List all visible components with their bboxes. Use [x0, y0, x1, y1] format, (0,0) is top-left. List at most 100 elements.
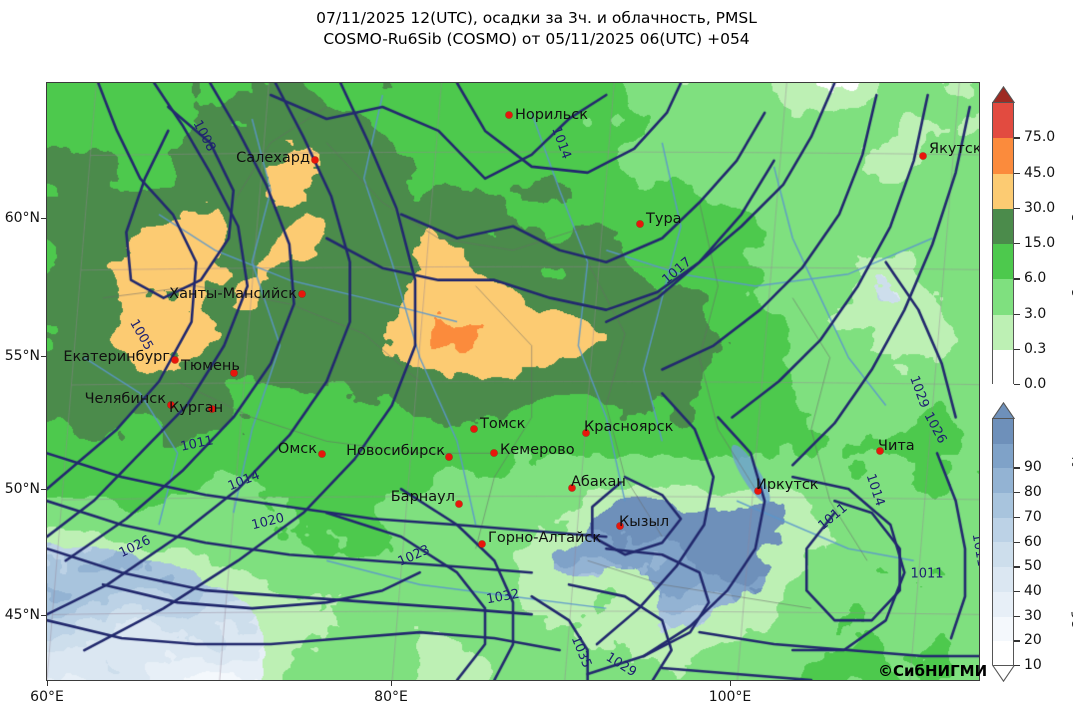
colorbar-segment-5	[993, 517, 1013, 543]
city-marker-5[interactable]	[171, 356, 179, 364]
city-marker-18[interactable]	[754, 487, 762, 495]
colorbar-tick-label-6: 45.0	[1024, 164, 1056, 181]
colorbar-tick-label-3: 40	[1024, 582, 1042, 599]
colorbar-tick-label-4: 50	[1024, 558, 1042, 575]
city-marker-14[interactable]	[455, 500, 463, 508]
city-label-3: Тура	[646, 211, 682, 227]
colorbar-tick-mark-8	[1014, 467, 1020, 469]
city-label-15: Абакан	[571, 474, 626, 490]
city-marker-7[interactable]	[167, 401, 175, 409]
title-line-2: COSMO-Ru6Sib (COSMO) от 05/11/2025 06(UT…	[323, 30, 750, 48]
city-marker-19[interactable]	[876, 447, 884, 455]
colorbar-tick-label-0: 10	[1024, 657, 1042, 673]
colorbar-tick-mark-1	[1014, 640, 1020, 642]
city-marker-1[interactable]	[919, 152, 927, 160]
city-label-14: Барнаул	[390, 489, 455, 505]
title-block: 07/11/2025 12(UTC), осадки за 3ч. и обла…	[0, 8, 1073, 50]
y-axis-tick-mark-3	[41, 615, 46, 617]
city-label-4: Ханты-Мансийск	[169, 286, 297, 302]
y-axis-tick-1: 55°N	[4, 348, 40, 364]
x-axis-tick-mark-0	[47, 681, 49, 686]
city-marker-0[interactable]	[505, 111, 513, 119]
y-axis-tick-2: 50°N	[4, 481, 40, 497]
x-axis-tick-2: 100°E	[708, 689, 752, 705]
colorbar-segment-8	[993, 443, 1013, 469]
precipitation-colorbar[interactable]: 0.0 0.3 3.0 6.0 15.0 30.0 45.0 75.0 Осадки за 3ч…	[991, 85, 1073, 392]
city-marker-17[interactable]	[478, 540, 486, 548]
colorbar-tick-mark-5	[1014, 207, 1020, 210]
colorbar-tick-label-3: 6.0	[1024, 270, 1047, 287]
city-marker-9[interactable]	[318, 450, 326, 458]
colorbar-tick-mark-3	[1014, 278, 1020, 280]
colorbar-segment-2	[993, 591, 1013, 617]
colorbar-tick-mark-3	[1014, 590, 1020, 593]
colorbar-segment-1	[993, 314, 1013, 350]
city-marker-11[interactable]	[470, 425, 478, 433]
x-axis-tick-1: 80°E	[374, 689, 408, 705]
colorbar-segment-9	[993, 419, 1013, 444]
city-marker-10[interactable]	[445, 453, 453, 461]
city-label-7: Челябинск	[84, 391, 166, 407]
city-label-2: Салехард	[236, 150, 310, 166]
colorbar-tick-label-1: 20	[1024, 632, 1042, 649]
colorbar-segment-6	[993, 493, 1013, 518]
colorbar-tick-label-8: 90	[1024, 459, 1042, 476]
city-label-1: Якутск	[929, 141, 980, 157]
city-label-9: Омск	[277, 441, 317, 457]
city-label-10: Новосибирск	[346, 443, 445, 459]
city-label-12: Кемерово	[500, 442, 575, 458]
city-label-19: Чита	[878, 438, 915, 454]
city-label-6: Тюмень	[181, 358, 240, 374]
city-label-16: Кызыл	[619, 514, 670, 530]
cloud-cover-colorbar[interactable]: 10 20 30 40 50 60 70 80 90 Облачность ср. яруса, …	[991, 401, 1073, 683]
colorbar-tick-mark-6	[1014, 172, 1020, 174]
weather-map[interactable]: Норильск Якутск Салехард Тура Ханты-Мансийск…	[46, 82, 980, 681]
colorbar-tick-mark-0	[1014, 384, 1020, 386]
credit-label: ©СибНИГМИ	[878, 662, 988, 680]
city-marker-8[interactable]	[208, 405, 216, 413]
colorbar-segment-7	[993, 103, 1013, 139]
city-marker-3[interactable]	[636, 220, 644, 228]
colorbar-tick-mark-5	[1014, 541, 1020, 543]
colorbar-tick-mark-6	[1014, 516, 1020, 519]
colorbar-body	[992, 418, 1014, 666]
city-label-0: Норильск	[515, 107, 588, 123]
city-marker-16[interactable]	[616, 522, 624, 530]
colorbar-tick-mark-2	[1014, 615, 1020, 617]
y-axis-tick-mark-0	[41, 218, 46, 220]
colorbar-tick-mark-0	[1014, 665, 1020, 667]
isobar-label-14: 1011	[910, 566, 944, 582]
colorbar-tick-label-4: 15.0	[1024, 235, 1056, 251]
city-label-11: Томск	[480, 416, 526, 432]
colorbar-body	[992, 102, 1014, 385]
colorbar-segment-2	[993, 279, 1013, 315]
colorbar-segment-0	[993, 349, 1013, 385]
colorbar-tick-mark-1	[1014, 348, 1020, 351]
title-line-1: 07/11/2025 12(UTC), осадки за 3ч. и обла…	[316, 9, 757, 27]
city-label-18: Иркутск	[756, 477, 819, 493]
y-axis-tick-3: 45°N	[4, 607, 40, 623]
colorbar-tick-mark-4	[1014, 243, 1020, 245]
colorbar-tick-label-7: 80	[1024, 484, 1042, 501]
colorbar-over-arrow	[991, 85, 1015, 104]
city-marker-12[interactable]	[490, 449, 498, 457]
x-axis-tick-mark-2	[730, 681, 732, 686]
city-marker-6[interactable]	[230, 369, 238, 377]
city-marker-13[interactable]	[582, 429, 590, 437]
city-label-8: Курган	[169, 400, 224, 416]
city-marker-4[interactable]	[298, 290, 306, 298]
colorbar-tick-mark-4	[1014, 566, 1020, 568]
colorbar-tick-label-2: 3.0	[1024, 305, 1047, 322]
colorbar-tick-mark-7	[1014, 492, 1020, 494]
colorbar-tick-mark-2	[1014, 313, 1020, 315]
city-label-13: Красноярск	[584, 419, 674, 435]
colorbar-tick-label-0: 0.0	[1024, 376, 1047, 392]
city-marker-15[interactable]	[568, 484, 576, 492]
colorbar-segment-5	[993, 173, 1013, 209]
colorbar-tick-label-5: 60	[1024, 533, 1042, 550]
colorbar-segment-3	[993, 567, 1013, 592]
city-label-5: Екатеринбург	[63, 349, 170, 365]
colorbar-under-arrow	[991, 664, 1015, 683]
colorbar-segment-0	[993, 641, 1013, 666]
city-marker-2[interactable]	[311, 156, 319, 164]
